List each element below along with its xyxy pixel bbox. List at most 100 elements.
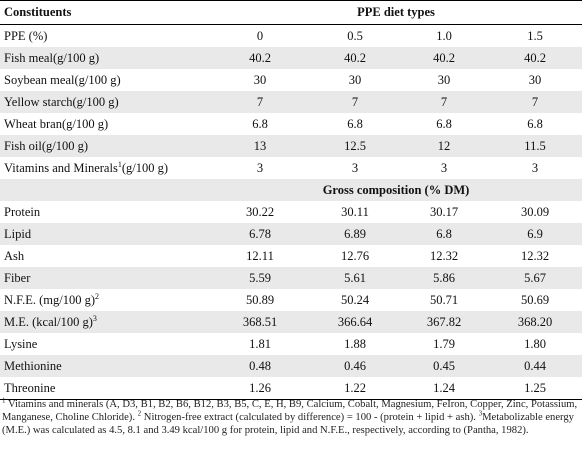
- cell-value: 7: [440, 95, 448, 109]
- table-row: Protein 30.22 30.11 30.17 30.09: [0, 201, 582, 223]
- table-row: Methionine 0.48 0.46 0.45 0.44: [0, 355, 582, 377]
- ppe-diet-types-header: PPE diet types: [357, 5, 435, 19]
- table-row: Ash 12.11 12.76 12.32 12.32: [0, 245, 582, 267]
- cell-value: 1.0: [436, 29, 452, 43]
- table-row: Fish oil(g/100 g) 13 12.5 12 11.5: [0, 135, 582, 157]
- cell-value: 6.8: [252, 117, 268, 131]
- cell-value: 7: [351, 95, 359, 109]
- table-row: Lysine 1.81 1.88 1.79 1.80: [0, 333, 582, 355]
- row-label-text: Protein: [4, 205, 41, 219]
- subheader-empty-cell: [0, 179, 210, 201]
- row-label: Lipid: [0, 223, 210, 245]
- cell-value: 12.32: [520, 249, 550, 263]
- table-row: Fiber 5.59 5.61 5.86 5.67: [0, 267, 582, 289]
- cell-value: 1.24: [433, 381, 455, 395]
- table-row: Lipid 6.78 6.89 6.8 6.9: [0, 223, 582, 245]
- row-label: Lysine: [0, 333, 210, 355]
- cell-value: 3: [351, 161, 359, 175]
- row-label: PPE (%): [0, 25, 210, 48]
- row-label: Fish meal(g/100 g): [0, 47, 210, 69]
- row-label-footnote-marker: 2: [95, 291, 100, 301]
- cell-value: 50.24: [340, 293, 370, 307]
- cell-value: 30: [348, 73, 362, 87]
- footnote-marker-2: 2: [137, 409, 142, 418]
- row-label-text: Yellow starch(g/100 g): [4, 95, 119, 109]
- row-label-suffix: (g/100 g): [121, 161, 168, 175]
- cell-value: 367.82: [426, 315, 462, 329]
- cell-value: 368.51: [242, 315, 278, 329]
- cell-value: 12: [437, 139, 451, 153]
- cell-value: 1.25: [524, 381, 546, 395]
- cell-value: 50.89: [245, 293, 275, 307]
- cell-value: 30: [253, 73, 267, 87]
- row-label: N.F.E. (mg/100 g)2: [0, 289, 210, 311]
- row-label: Vitamins and Minerals1(g/100 g): [0, 157, 210, 179]
- cell-value: 3: [256, 161, 264, 175]
- footnote-marker-1: 1: [2, 396, 6, 405]
- cell-value: 30.11: [341, 205, 369, 219]
- row-label: Methionine: [0, 355, 210, 377]
- cell-value: 3: [440, 161, 448, 175]
- row-label-text: Lysine: [4, 337, 38, 351]
- cell-value: 40.2: [433, 51, 455, 65]
- row-label: Threonine: [0, 377, 210, 400]
- row-label-text: N.F.E. (mg/100 g): [4, 293, 96, 307]
- row-label-text: Threonine: [4, 381, 56, 395]
- cell-value: 30.09: [520, 205, 550, 219]
- row-label-text: Ash: [4, 249, 25, 263]
- cell-value: 6.8: [436, 117, 452, 131]
- cell-value: 0.46: [344, 359, 366, 373]
- cell-value: 5.59: [249, 271, 271, 285]
- row-label-text: Lipid: [4, 227, 32, 241]
- constituents-header: Constituents: [4, 5, 72, 19]
- table-row: Wheat bran(g/100 g) 6.8 6.8 6.8 6.8: [0, 113, 582, 135]
- cell-value: 366.64: [337, 315, 373, 329]
- cell-value: 40.2: [249, 51, 271, 65]
- row-label-text: Soybean meal(g/100 g): [4, 73, 121, 87]
- cell-value: 6.8: [436, 227, 452, 241]
- row-label-footnote-marker: 1: [117, 159, 122, 169]
- table-row: Vitamins and Minerals1(g/100 g) 3 3 3 3: [0, 157, 582, 179]
- row-label: Ash: [0, 245, 210, 267]
- cell-value: 6.9: [527, 227, 543, 241]
- cell-value: 5.61: [344, 271, 366, 285]
- table-row: N.F.E. (mg/100 g)2 50.89 50.24 50.71 50.69: [0, 289, 582, 311]
- cell-value: 40.2: [524, 51, 546, 65]
- row-label-text: Fish oil(g/100 g): [4, 139, 89, 153]
- row-label-text: Wheat bran(g/100 g): [4, 117, 109, 131]
- cell-value: 0.44: [524, 359, 546, 373]
- cell-value: 1.88: [344, 337, 366, 351]
- gross-composition-header: Gross composition (% DM): [322, 183, 470, 197]
- row-label-text: M.E. (kcal/100 g): [4, 315, 93, 329]
- cell-value: 1.79: [433, 337, 455, 351]
- row-label-text: Methionine: [4, 359, 62, 373]
- cell-value: 30.22: [245, 205, 275, 219]
- cell-value: 12.76: [340, 249, 370, 263]
- footnote-text-3: Metabolizable energy (M.E.) was calculat…: [2, 412, 574, 436]
- cell-value: 0.5: [347, 29, 363, 43]
- cell-value: 0.45: [433, 359, 455, 373]
- row-label-text: Vitamins and Minerals: [4, 161, 118, 175]
- cell-value: 0: [256, 29, 264, 43]
- row-label: Yellow starch(g/100 g): [0, 91, 210, 113]
- cell-value: 1.81: [249, 337, 271, 351]
- row-label: Protein: [0, 201, 210, 223]
- cell-value: 30: [528, 73, 542, 87]
- cell-value: 1.22: [344, 381, 366, 395]
- cell-value: 40.2: [344, 51, 366, 65]
- cell-value: 50.69: [520, 293, 550, 307]
- cell-value: 12.11: [246, 249, 274, 263]
- cell-value: 11.5: [524, 139, 546, 153]
- row-label: M.E. (kcal/100 g)3: [0, 311, 210, 333]
- row-label: Soybean meal(g/100 g): [0, 69, 210, 91]
- cell-value: 1.26: [249, 381, 271, 395]
- row-label-text: Fish meal(g/100 g): [4, 51, 100, 65]
- cell-value: 5.67: [524, 271, 546, 285]
- cell-value: 6.89: [344, 227, 366, 241]
- header-row: Constituents PPE diet types: [0, 0, 582, 25]
- cell-value: 12.32: [429, 249, 459, 263]
- row-label: Wheat bran(g/100 g): [0, 113, 210, 135]
- cell-value: 30: [437, 73, 451, 87]
- table-row: Fish meal(g/100 g) 40.2 40.2 40.2 40.2: [0, 47, 582, 69]
